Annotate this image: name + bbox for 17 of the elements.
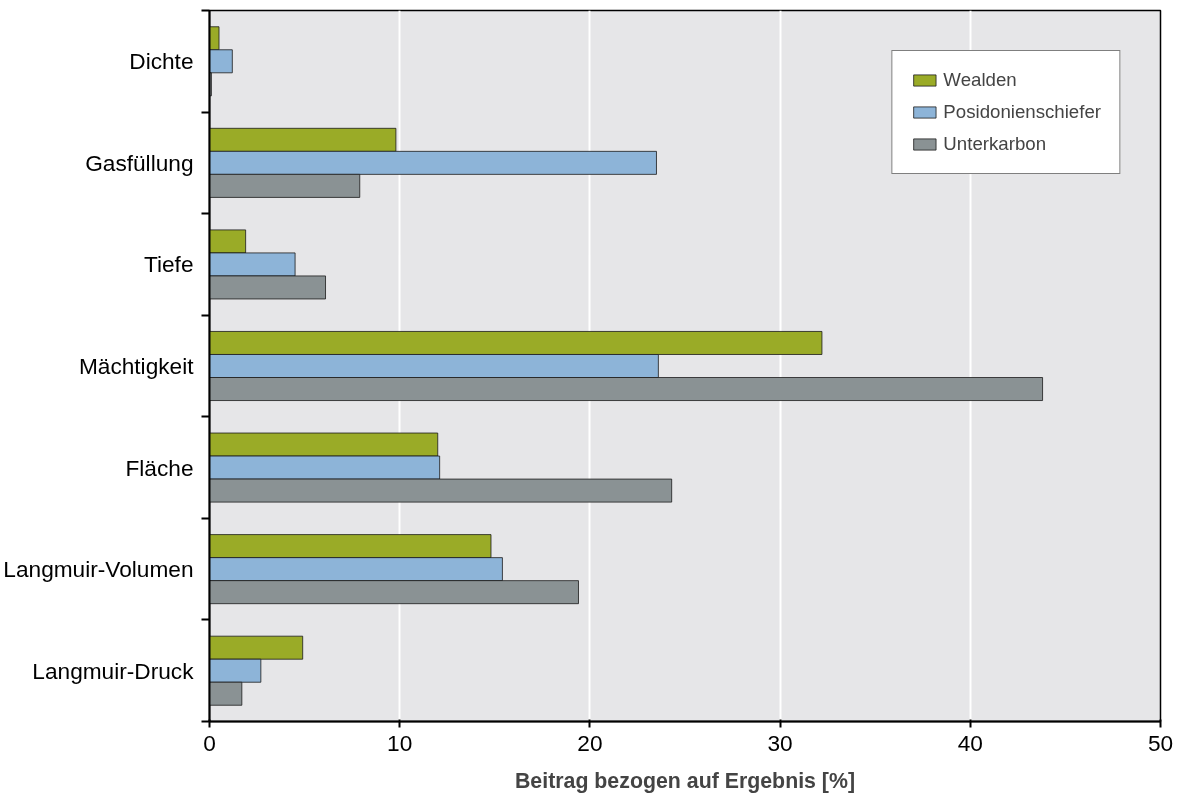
x-tick-label: 30 (767, 729, 793, 756)
x-tick-label: 20 (577, 729, 603, 756)
y-tick-label: Dichte (129, 48, 194, 75)
x-tick-label: 50 (1147, 729, 1174, 756)
x-tick-label: 40 (957, 729, 983, 756)
y-tick-label: Mächtigkeit (78, 353, 195, 379)
y-tick-label: Langmuir-Volumen (3, 556, 194, 583)
y-tick-label: Langmuir-Druck (32, 657, 195, 684)
x-tick-label: 0 (203, 729, 216, 756)
legend-label: Unterkarbon (943, 133, 1047, 155)
y-tick-label: Gasfüllung (85, 149, 194, 176)
y-tick-label: Tiefe (143, 251, 194, 278)
x-tick-label: 10 (387, 729, 413, 756)
legend-label: Wealden (943, 69, 1017, 91)
x-axis-title: Beitrag bezogen auf Ergebnis [%] (514, 768, 856, 793)
y-tick-label: Fläche (125, 454, 194, 481)
legend-label: Posidonienschiefer (943, 101, 1101, 123)
